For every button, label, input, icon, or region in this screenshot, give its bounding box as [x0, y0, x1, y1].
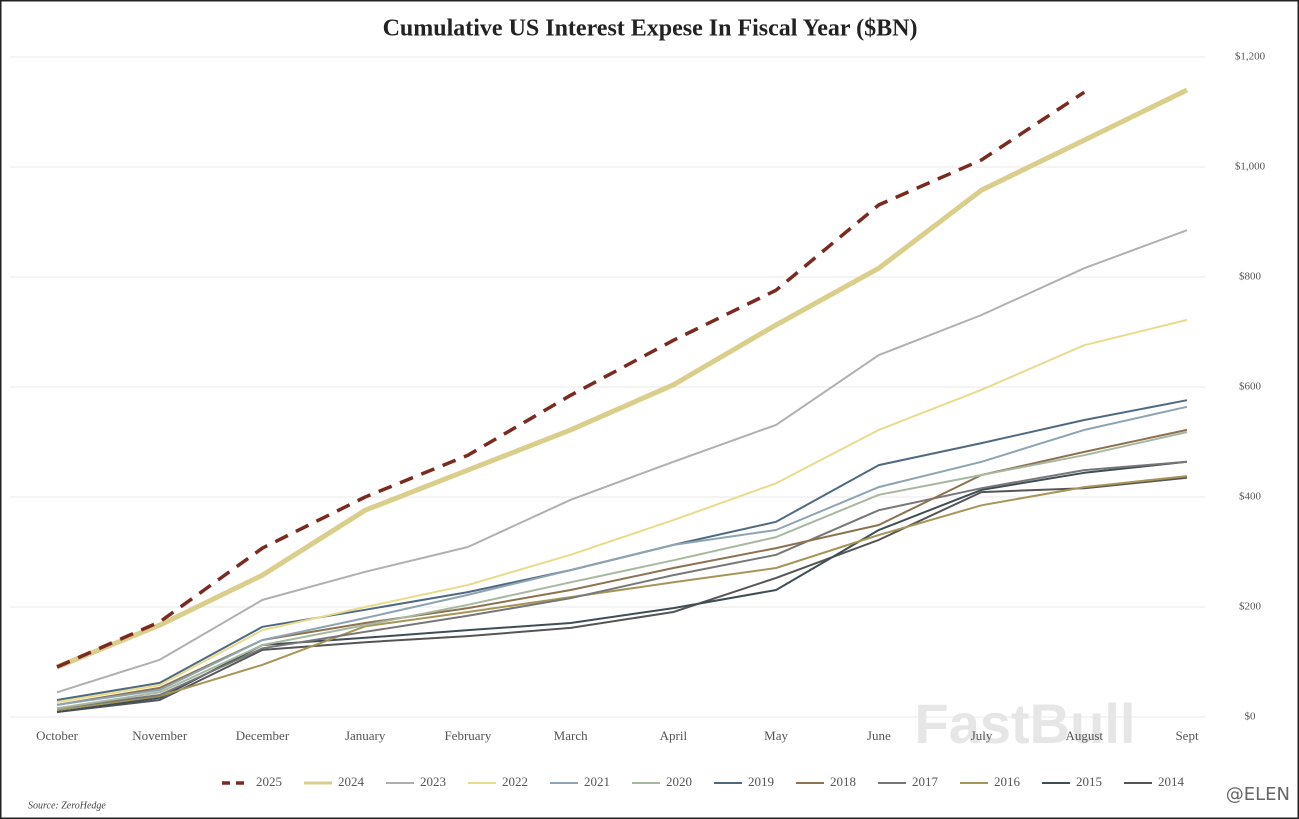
x-tick-label: March: [554, 728, 588, 743]
x-tick-label: October: [36, 728, 79, 743]
x-tick-label: December: [236, 728, 290, 743]
x-tick-label: February: [444, 728, 491, 743]
y-tick-label: $800: [1239, 271, 1262, 283]
series-line: [56, 318, 1188, 704]
legend-label: 2023: [420, 774, 446, 789]
series-line: [56, 431, 1188, 710]
legend-label: 2025: [256, 774, 282, 789]
x-tick-label: Sept: [1175, 728, 1199, 743]
y-tick-label: $1,200: [1235, 51, 1266, 63]
series-line: [56, 405, 1188, 706]
x-tick-label: April: [660, 728, 688, 743]
credit: @ELEN: [1226, 784, 1290, 805]
x-tick-label: November: [132, 728, 188, 743]
series-line: [56, 229, 1188, 694]
series-line: [56, 475, 1188, 711]
legend-label: 2016: [994, 774, 1021, 789]
legend-label: 2019: [748, 774, 774, 789]
x-tick-label: May: [764, 728, 788, 743]
watermark: FastBull: [915, 692, 1136, 755]
series-line: [56, 90, 1086, 669]
chart-title: Cumulative US Interest Expese In Fiscal …: [383, 16, 918, 42]
x-tick-label: July: [971, 728, 993, 743]
series-line: [56, 476, 1188, 713]
y-tick-label: $1,000: [1235, 161, 1266, 173]
series-line: [56, 87, 1189, 670]
y-tick-label: $0: [1245, 711, 1257, 723]
y-tick-label: $400: [1239, 491, 1262, 503]
source: Source: ZeroHedge: [28, 800, 106, 811]
legend-label: 2017: [912, 774, 939, 789]
legend-label: 2018: [830, 774, 856, 789]
y-tick-label: $200: [1239, 601, 1262, 613]
y-tick-label: $600: [1239, 381, 1262, 393]
legend-label: 2021: [584, 774, 610, 789]
legend-label: 2014: [1158, 774, 1185, 789]
x-tick-label: June: [867, 728, 891, 743]
legend-label: 2015: [1076, 774, 1102, 789]
legend-label: 2022: [502, 774, 528, 789]
series-line: [56, 460, 1188, 710]
x-tick-label: August: [1065, 728, 1103, 743]
x-tick-label: January: [345, 728, 386, 743]
legend-label: 2020: [666, 774, 692, 789]
legend-label: 2024: [338, 774, 365, 789]
